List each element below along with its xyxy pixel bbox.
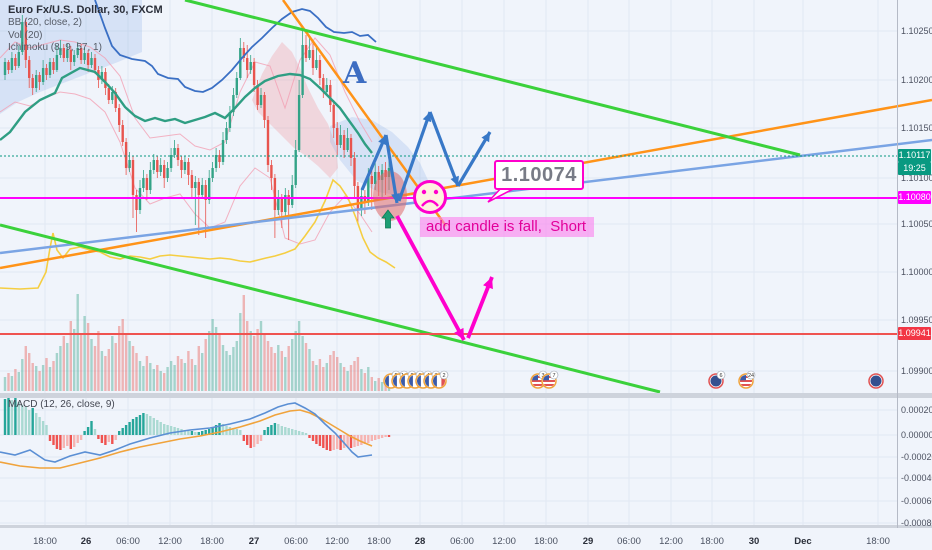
axis-price-label: 1.10200 bbox=[901, 75, 932, 85]
axis-price-label: 1.09900 bbox=[901, 366, 932, 376]
trendline-drawings[interactable] bbox=[0, 0, 932, 394]
event-icon[interactable]: 24 bbox=[738, 370, 756, 389]
grid-lines bbox=[0, 0, 897, 526]
axis-time-label: 18:00 bbox=[367, 536, 391, 547]
candlestick-series[interactable] bbox=[3, 15, 391, 240]
svg-text:6: 6 bbox=[719, 373, 722, 379]
sad-face-icon bbox=[413, 180, 447, 214]
price-badge: 1.09941 bbox=[898, 327, 931, 340]
note-label[interactable]: add candle is fall, Short bbox=[420, 217, 595, 237]
price-badge: 1.10080 bbox=[898, 191, 931, 204]
macd-legend[interactable]: MACD (12, 26, close, 9) bbox=[8, 399, 115, 410]
economic-event-icons[interactable]: 5142943237624 bbox=[383, 370, 884, 389]
axis-price-label: -0.00060 bbox=[901, 496, 932, 506]
up-arrow-marker bbox=[381, 209, 395, 229]
axis-price-label: -0.00080 bbox=[901, 518, 932, 528]
axis-price-label: 1.09950 bbox=[901, 315, 932, 325]
axis-time-label: 06:00 bbox=[617, 536, 641, 547]
pane-separator[interactable] bbox=[0, 393, 932, 398]
axis-time-label: 12:00 bbox=[492, 536, 516, 547]
axis-price-label: -0.00020 bbox=[901, 452, 932, 462]
axis-time-label: 06:00 bbox=[116, 536, 140, 547]
svg-text:7: 7 bbox=[552, 373, 555, 379]
axis-time-label: 06:00 bbox=[284, 536, 308, 547]
axis-separator bbox=[0, 525, 932, 528]
price-badge: 19:25 bbox=[898, 162, 931, 175]
axis-time-label: 06:00 bbox=[450, 536, 474, 547]
green-upper[interactable] bbox=[184, 0, 801, 157]
green-lower[interactable] bbox=[0, 223, 661, 394]
event-icon[interactable]: 2 bbox=[431, 370, 449, 389]
axis-price-label: 1.10250 bbox=[901, 26, 932, 36]
axis-time-label: Dec bbox=[794, 536, 812, 547]
axis-time-label: 27 bbox=[248, 536, 260, 547]
arrow-drawings[interactable] bbox=[360, 111, 520, 341]
svg-text:24: 24 bbox=[748, 373, 754, 379]
price-badge: 1.10117 bbox=[898, 149, 931, 162]
axis-price-label: 0.00000 bbox=[901, 430, 932, 440]
volume-series bbox=[3, 294, 391, 391]
axis-time-label: 26 bbox=[80, 536, 92, 547]
svg-text:2: 2 bbox=[442, 373, 445, 379]
axis-price-label: 0.00020 bbox=[901, 405, 932, 415]
horizontal-level-lines[interactable] bbox=[0, 155, 897, 335]
price-callout[interactable]: 1.10074 bbox=[494, 160, 584, 190]
price-scale-border bbox=[897, 0, 898, 528]
axis-time-label: 30 bbox=[748, 536, 760, 547]
axis-time-label: 12:00 bbox=[659, 536, 683, 547]
text-drawing-A[interactable]: A bbox=[343, 56, 367, 91]
axis-price-label: 1.10050 bbox=[901, 219, 932, 229]
axis-time-label: 18:00 bbox=[33, 536, 57, 547]
axis-time-label: 12:00 bbox=[158, 536, 182, 547]
axis-price-label: 1.10150 bbox=[901, 123, 932, 133]
axis-price-label: 1.10100 bbox=[901, 173, 932, 183]
blue-rising[interactable] bbox=[0, 138, 932, 255]
axis-price-label: 1.10000 bbox=[901, 267, 932, 277]
highlight-ellipse bbox=[373, 171, 407, 221]
axis-time-label: 12:00 bbox=[325, 536, 349, 547]
axis-price-label: -0.00040 bbox=[901, 473, 932, 483]
axis-time-label: 18:00 bbox=[200, 536, 224, 547]
axis-time-label: 18:00 bbox=[866, 536, 890, 547]
orange-rising[interactable] bbox=[0, 98, 932, 270]
event-icon[interactable]: 6 bbox=[708, 370, 726, 389]
macd-pane-series bbox=[0, 397, 391, 469]
axis-time-label: 28 bbox=[414, 536, 426, 547]
event-icon[interactable]: 7 bbox=[541, 370, 559, 389]
axis-time-label: 29 bbox=[582, 536, 594, 547]
event-icon[interactable] bbox=[868, 373, 884, 389]
axis-time-label: 18:00 bbox=[700, 536, 724, 547]
axis-time-label: 18:00 bbox=[534, 536, 558, 547]
